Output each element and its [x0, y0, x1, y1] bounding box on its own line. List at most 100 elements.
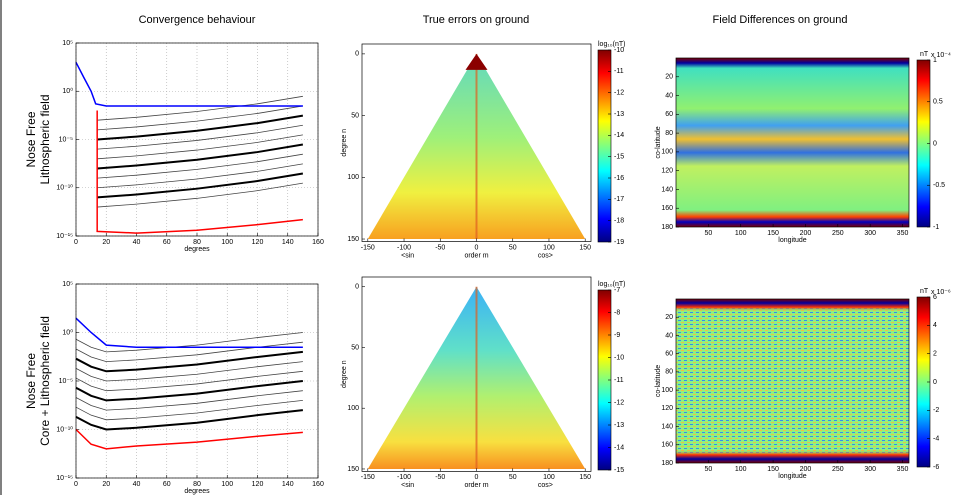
- x-tick-label: -150: [361, 244, 375, 251]
- series-line: [97, 134, 303, 160]
- x-tick-label: 50: [509, 474, 517, 481]
- x-tick-label: 140: [282, 481, 294, 488]
- x-tick-label: 60: [163, 239, 171, 246]
- colorbar-tick-label: -10: [614, 47, 624, 54]
- colorbar-label: nT: [920, 51, 929, 58]
- y-tick-label: 60: [665, 351, 673, 358]
- colorbar-tick-label: 0: [933, 379, 937, 386]
- colorbar-tick-label: -11: [614, 68, 624, 75]
- x-tick-label: 160: [312, 239, 324, 246]
- y-tick-label: 80: [665, 130, 673, 137]
- y-tick-label: 140: [661, 186, 673, 193]
- y-axis-label: co-latitude: [655, 365, 662, 397]
- colorbar-tick-label: 2: [933, 351, 937, 358]
- y-tick-label: 160: [661, 442, 673, 449]
- series-line: [97, 182, 303, 208]
- series-line: [97, 105, 303, 131]
- colorbar: [597, 49, 612, 243]
- colorbar-label: nT: [920, 288, 929, 295]
- series-line: [97, 172, 304, 199]
- colorbar-label: log₁₀(nT): [598, 281, 625, 288]
- colorbar-tick-label: -2: [933, 407, 939, 414]
- x-axis-label: longitude: [778, 237, 807, 244]
- series-line: [75, 317, 303, 349]
- y-tick-label: 180: [661, 460, 673, 467]
- x-tick-label: 100: [221, 239, 233, 246]
- x-tick-label: 0: [74, 239, 78, 246]
- y-tick-label: 160: [661, 205, 673, 212]
- y-tick-label: 50: [351, 344, 359, 351]
- y-tick-label: 40: [665, 332, 673, 339]
- y-axis-label: co-latitude: [655, 126, 662, 158]
- field-map-edges: [676, 299, 909, 463]
- y-tick-label: 10⁻¹⁵: [56, 475, 73, 482]
- row-label: Nose Free: [24, 111, 38, 167]
- colorbar-tick-label: 0: [933, 140, 937, 147]
- x-axis-label: <sin: [401, 252, 414, 259]
- x-axis-label: degrees: [184, 488, 210, 495]
- y-tick-label: 0: [355, 51, 359, 58]
- colorbar-tick-label: -17: [614, 196, 624, 203]
- y-tick-label: 10⁰: [62, 328, 73, 336]
- colorbar-scale: x 10⁻⁴: [931, 52, 951, 59]
- y-tick-label: 10⁻¹⁰: [56, 184, 73, 192]
- y-axis-label: degree n: [341, 360, 348, 388]
- series-line: [75, 409, 303, 431]
- series-line: [75, 400, 303, 421]
- x-tick-label: 100: [543, 474, 555, 481]
- x-tick-label: 300: [864, 466, 876, 473]
- plot-frame: [361, 43, 592, 242]
- series-line: [96, 110, 303, 234]
- series-line: [97, 124, 303, 150]
- y-tick-label: 120: [661, 405, 673, 412]
- field-map: [676, 58, 909, 227]
- x-tick-label: 20: [102, 481, 110, 488]
- row-label: Lithospheric field: [38, 94, 52, 184]
- x-tick-label: 0: [74, 481, 78, 488]
- colorbar-tick-label: -6: [933, 464, 939, 471]
- x-tick-label: 300: [864, 230, 876, 237]
- x-tick-label: 100: [735, 466, 747, 473]
- y-tick-label: 50: [351, 112, 359, 119]
- x-axis-label: cos>: [538, 252, 553, 259]
- y-tick-label: 100: [347, 174, 359, 181]
- colorbar-tick-label: -4: [933, 436, 939, 443]
- series-line: [97, 163, 303, 189]
- plot-frame: [675, 298, 910, 464]
- series-line: [75, 370, 303, 392]
- x-tick-label: 50: [509, 244, 517, 251]
- x-axis-label: order m: [464, 482, 488, 489]
- x-tick-label: -50: [435, 474, 445, 481]
- y-tick-label: 10⁵: [62, 40, 73, 47]
- y-tick-label: 60: [665, 111, 673, 118]
- plot-area: [676, 58, 909, 227]
- colorbar-tick-label: -14: [614, 132, 624, 139]
- series-line: [75, 350, 303, 373]
- y-tick-label: 0: [355, 284, 359, 291]
- series-line: [97, 95, 303, 121]
- y-tick-label: 120: [661, 168, 673, 175]
- x-tick-label: -150: [361, 474, 375, 481]
- colorbar-tick-label: -18: [614, 218, 624, 225]
- colorbar-tick-label: -12: [614, 399, 624, 406]
- series-line: [75, 361, 303, 382]
- y-tick-label: 150: [347, 236, 359, 243]
- colorbar-tick-label: 1: [933, 57, 937, 64]
- x-tick-label: 80: [193, 481, 201, 488]
- y-tick-label: 20: [665, 314, 673, 321]
- panel-title: Field Differences on ground: [713, 14, 848, 26]
- y-tick-label: 10⁻¹⁰: [56, 425, 73, 433]
- x-tick-label: 150: [767, 466, 779, 473]
- y-tick-label: 100: [347, 405, 359, 412]
- y-tick-label: 100: [661, 387, 673, 394]
- x-axis-label: degrees: [184, 246, 210, 253]
- colorbar-tick-label: -8: [614, 309, 620, 316]
- x-axis-label: longitude: [778, 473, 807, 480]
- series-line: [75, 428, 303, 450]
- colorbar-tick-label: -15: [614, 467, 624, 474]
- colorbar-tick-label: -13: [614, 422, 624, 429]
- colorbar-scale: x 10⁻⁶: [931, 289, 951, 296]
- x-tick-label: 40: [133, 239, 141, 246]
- y-tick-label: 140: [661, 423, 673, 430]
